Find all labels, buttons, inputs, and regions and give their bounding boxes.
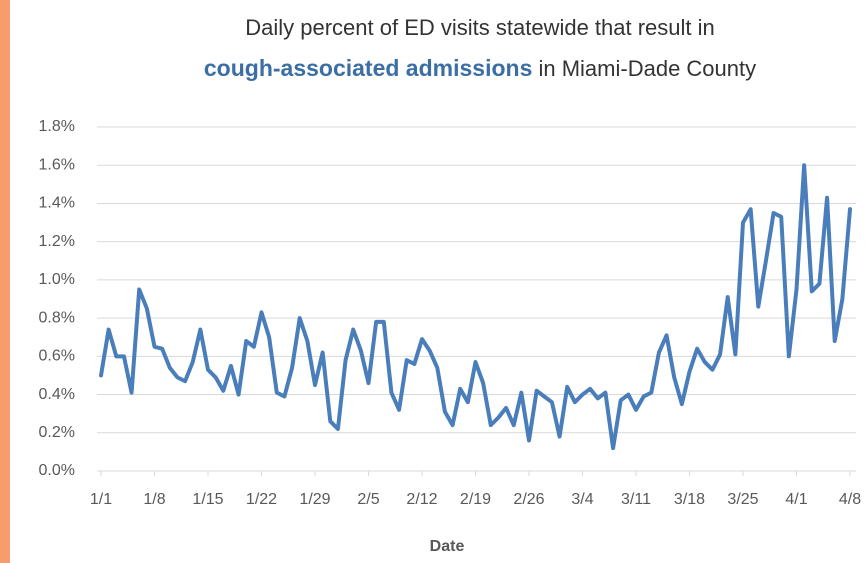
- x-tick-label: 4/8: [839, 491, 861, 508]
- x-tick-label: 2/5: [357, 491, 379, 508]
- title-emphasis: cough-associated admissions: [204, 55, 532, 81]
- x-tick-label: 3/4: [571, 491, 593, 508]
- y-tick-label: 1.2%: [39, 233, 75, 250]
- x-tick-label: 1/29: [299, 491, 330, 508]
- side-bar: [0, 0, 10, 563]
- x-tick-label: 2/12: [406, 491, 437, 508]
- x-tick-label: 1/1: [90, 491, 112, 508]
- y-tick-label: 0.6%: [39, 348, 75, 365]
- x-tick-label: 1/8: [143, 491, 165, 508]
- x-tick-label: 1/22: [246, 491, 277, 508]
- y-tick-label: 0.0%: [39, 462, 75, 479]
- x-tick-label: 3/11: [621, 491, 651, 508]
- x-tick-label: 2/26: [513, 491, 544, 508]
- x-tick-label: 3/25: [727, 491, 758, 508]
- y-tick-label: 0.8%: [39, 309, 75, 326]
- chart-title: Daily percent of ED visits statewide tha…: [245, 15, 715, 40]
- x-axis-label: Date: [430, 538, 465, 555]
- y-tick-label: 1.8%: [39, 118, 75, 135]
- data-line: [99, 163, 852, 451]
- chart-title-line2: cough-associated admissions in Miami-Dad…: [204, 55, 756, 81]
- y-tick-label: 0.4%: [39, 386, 75, 403]
- y-tick-label: 1.4%: [39, 195, 75, 212]
- y-tick-label: 1.0%: [39, 271, 75, 288]
- x-tick-label: 3/18: [674, 491, 705, 508]
- x-tick-label: 4/1: [785, 491, 807, 508]
- x-tick-label: 2/19: [460, 491, 491, 508]
- x-tick-label: 1/15: [192, 491, 223, 508]
- y-tick-label: 1.6%: [39, 156, 75, 173]
- title-rest: in Miami-Dade County: [538, 56, 756, 81]
- y-tick-label: 0.2%: [39, 424, 75, 441]
